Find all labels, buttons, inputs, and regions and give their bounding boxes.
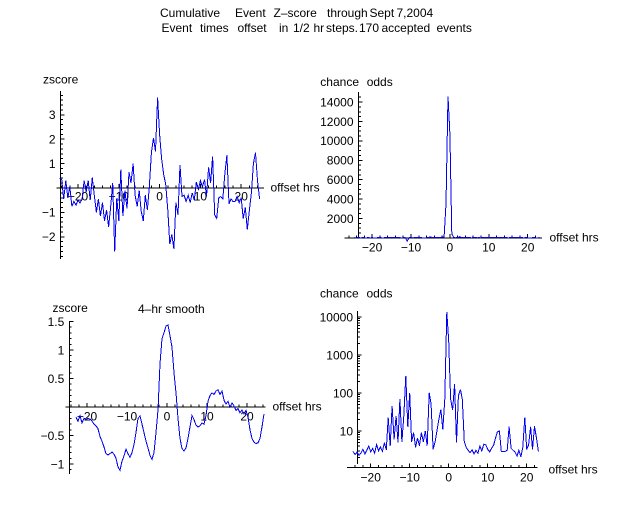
svg-text:3: 3 — [49, 108, 56, 122]
svg-text:20: 20 — [521, 241, 535, 255]
svg-text:20: 20 — [520, 471, 534, 485]
svg-text:4–hr smooth: 4–hr smooth — [138, 302, 205, 316]
svg-text:−1: −1 — [51, 457, 65, 471]
svg-text:offset hrs: offset hrs — [271, 181, 320, 195]
svg-text:−1: −1 — [42, 206, 56, 220]
svg-text:0.5: 0.5 — [48, 372, 65, 386]
svg-text:chance: chance — [320, 75, 359, 89]
svg-text:1.5: 1.5 — [48, 315, 65, 329]
svg-text:0: 0 — [447, 241, 454, 255]
svg-text:0: 0 — [445, 471, 452, 485]
svg-text:0: 0 — [164, 410, 171, 424]
svg-text:2000: 2000 — [327, 212, 354, 226]
svg-text:−0.5: −0.5 — [41, 429, 65, 443]
svg-text:10: 10 — [194, 190, 208, 204]
svg-text:2: 2 — [49, 133, 56, 147]
svg-text:−20: −20 — [68, 190, 89, 204]
svg-text:offset hrs: offset hrs — [549, 463, 598, 477]
svg-text:0: 0 — [156, 190, 163, 204]
svg-text:odds: odds — [367, 287, 393, 301]
svg-text:−20: −20 — [361, 471, 382, 485]
svg-text:8000: 8000 — [327, 154, 354, 168]
svg-text:14000: 14000 — [320, 95, 354, 109]
svg-text:10: 10 — [340, 424, 354, 438]
svg-text:−2: −2 — [42, 230, 56, 244]
svg-text:offset hrs: offset hrs — [273, 400, 322, 414]
svg-text:1: 1 — [58, 343, 65, 357]
svg-text:10: 10 — [482, 241, 496, 255]
svg-text:zscore: zscore — [53, 301, 89, 315]
svg-text:4000: 4000 — [327, 192, 354, 206]
svg-text:10000: 10000 — [320, 310, 354, 324]
svg-text:10: 10 — [200, 410, 214, 424]
svg-text:offset hrs: offset hrs — [550, 231, 599, 245]
svg-text:12000: 12000 — [320, 115, 354, 129]
svg-text:chance: chance — [320, 287, 359, 301]
svg-text:zscore: zscore — [43, 73, 79, 87]
svg-text:6000: 6000 — [327, 173, 354, 187]
svg-text:1000: 1000 — [326, 348, 353, 362]
svg-text:1: 1 — [49, 157, 56, 171]
svg-text:−10: −10 — [117, 410, 138, 424]
svg-text:10000: 10000 — [320, 134, 354, 148]
svg-text:100: 100 — [333, 386, 353, 400]
svg-text:−20: −20 — [77, 410, 98, 424]
svg-text:10: 10 — [481, 471, 495, 485]
svg-text:−10: −10 — [400, 471, 421, 485]
svg-text:−10: −10 — [401, 241, 422, 255]
svg-text:−20: −20 — [362, 241, 383, 255]
svg-text:odds: odds — [367, 75, 393, 89]
